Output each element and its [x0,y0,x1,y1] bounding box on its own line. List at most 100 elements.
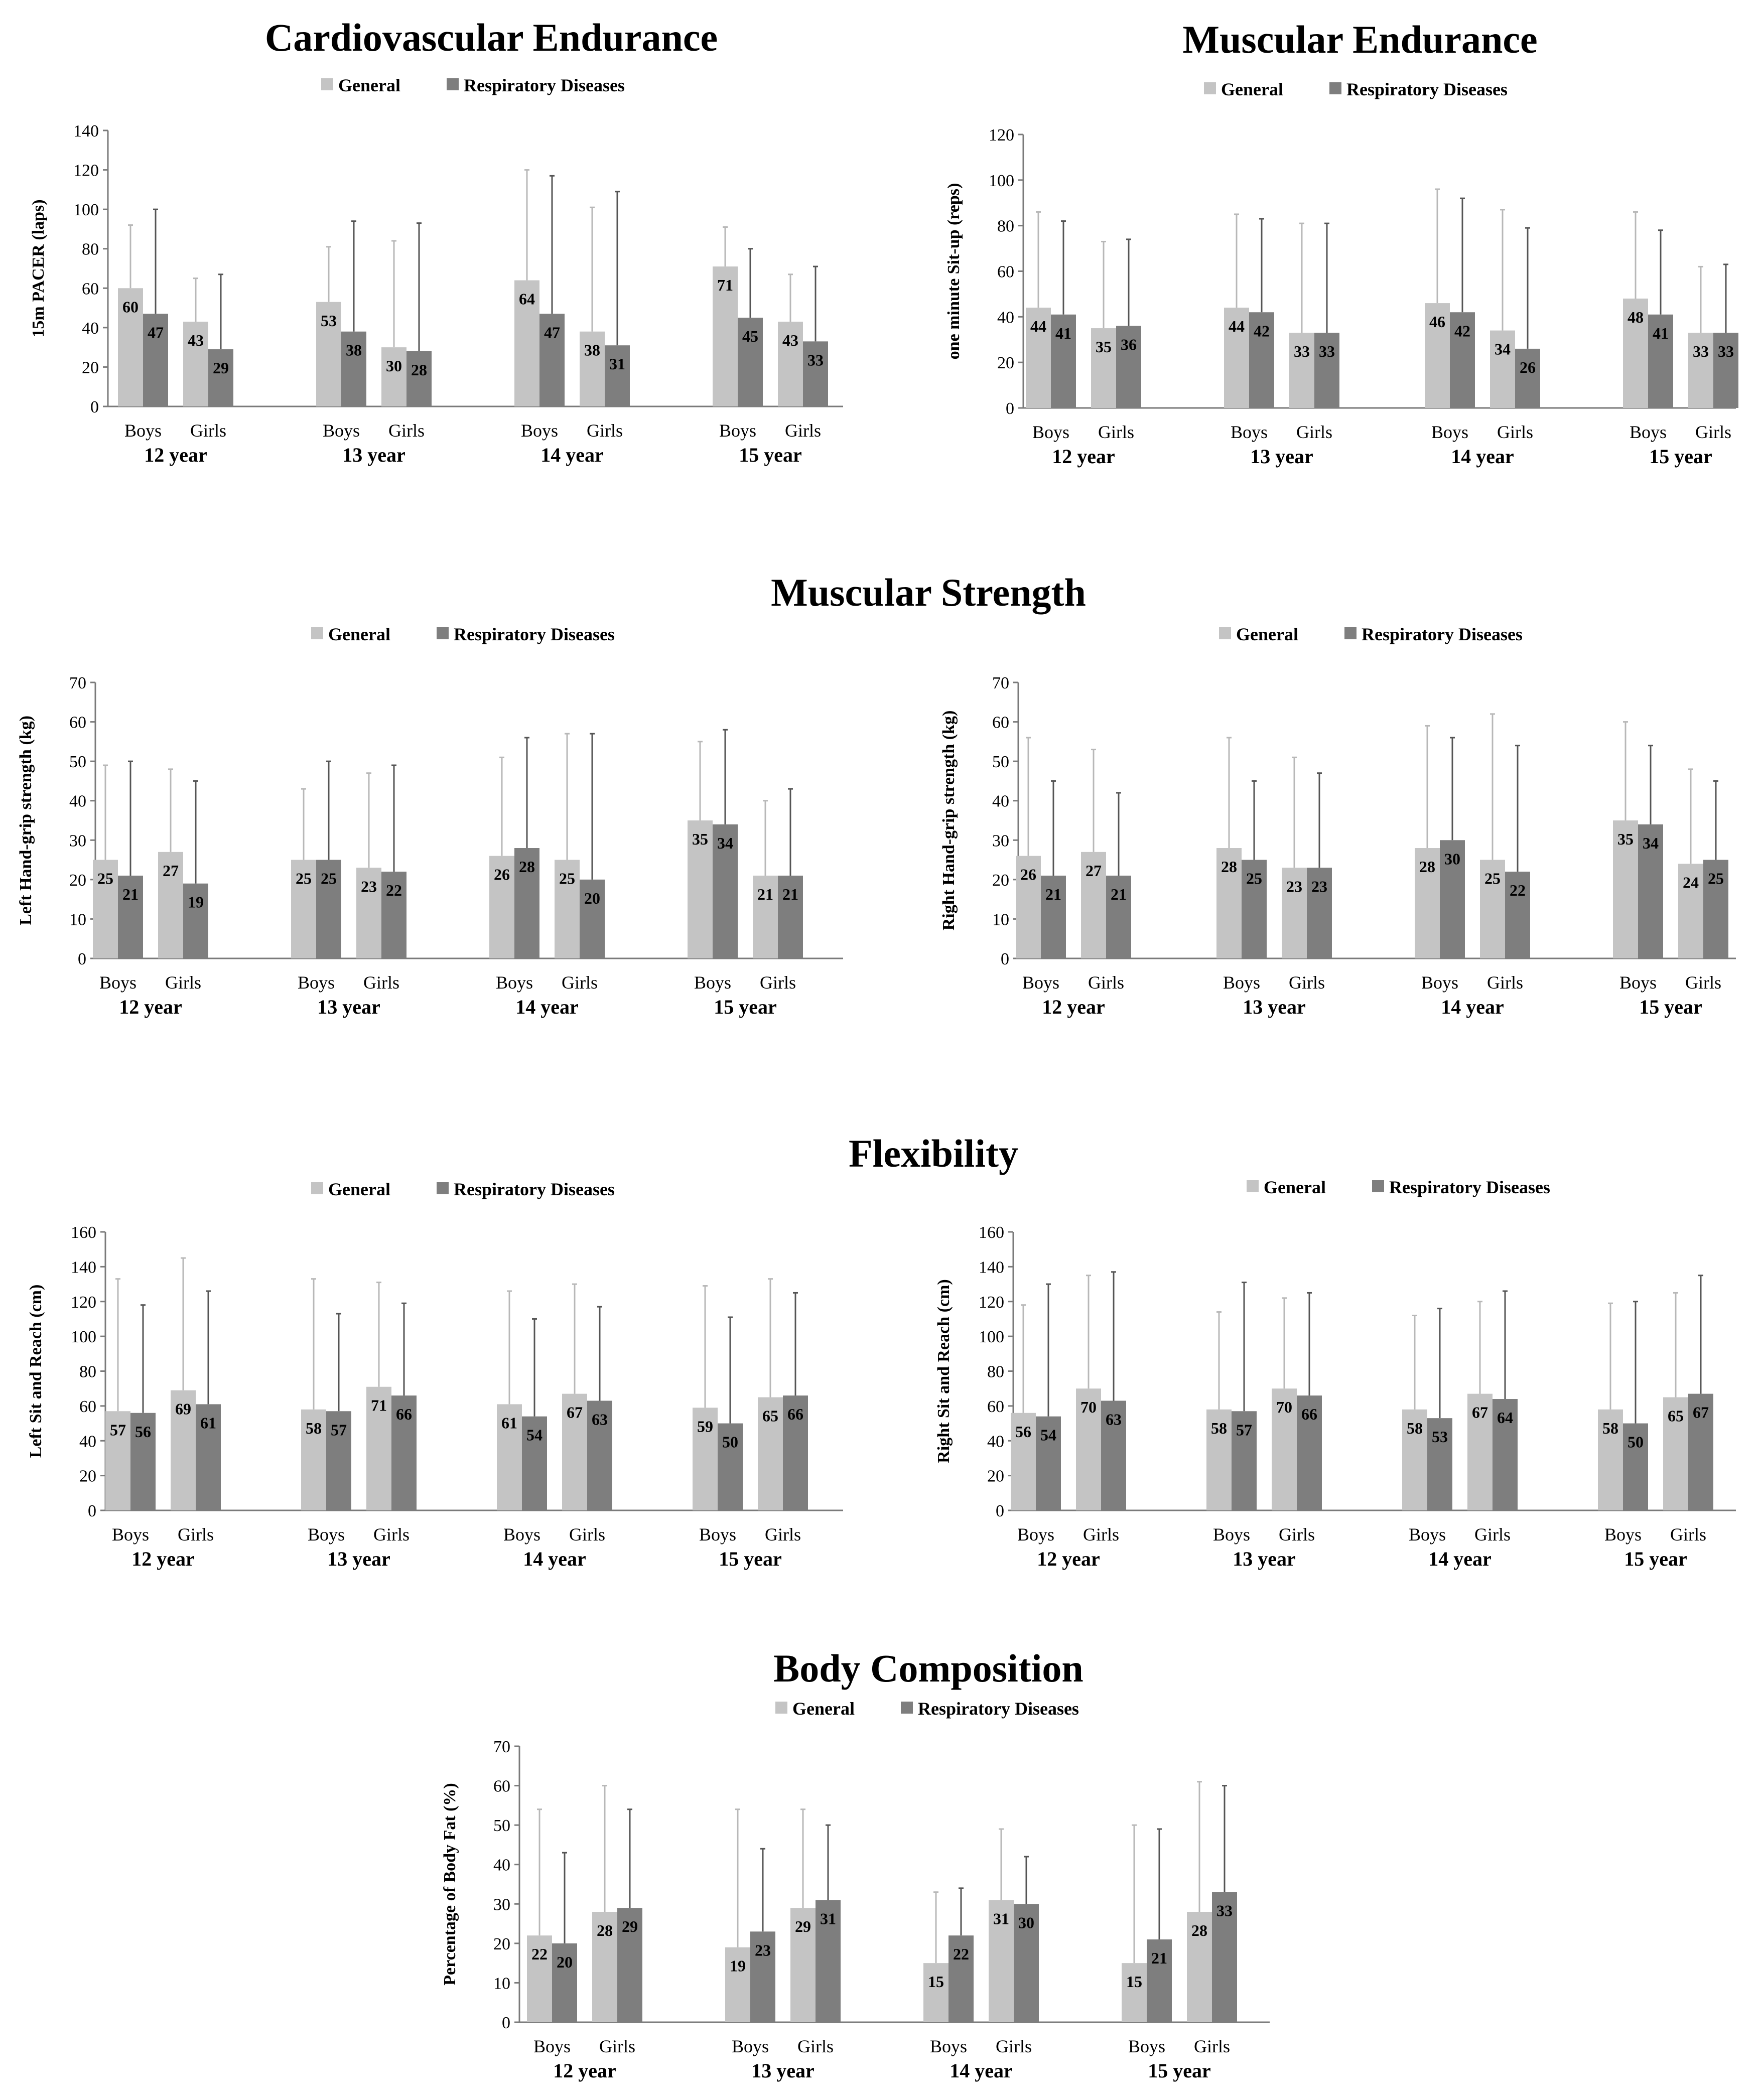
bar-respiratory [1041,876,1066,958]
data-label-respiratory: 23 [1311,877,1327,895]
data-label-respiratory: 25 [1708,870,1724,888]
y-tick-label: 0 [996,1502,1004,1520]
data-label-general: 25 [1484,870,1501,888]
x-tick-label-girls: Girls [760,972,796,993]
bar-respiratory [1036,1416,1061,1510]
x-tick-label-boys: Boys [1630,422,1667,442]
x-tick-label-girls: Girls [1296,422,1332,442]
x-tick-label-girls: Girls [1083,1524,1119,1545]
legend-swatch-respiratory [1344,627,1357,639]
group-label: 14 year [1451,445,1514,468]
bar-general [1289,333,1314,408]
legend-label-general: General [1236,624,1298,644]
bar-general [1081,852,1106,958]
bar-respiratory [1314,333,1339,408]
x-tick-label-girls: Girls [388,421,425,441]
x-tick-label-boys: Boys [1431,422,1468,442]
y-tick-label: 30 [493,1895,510,1914]
y-tick-label: 50 [69,753,86,771]
data-label-general: 56 [1015,1423,1031,1441]
data-label-respiratory: 42 [1454,322,1470,340]
bar-general [753,876,778,958]
data-label-respiratory: 21 [1045,885,1061,903]
bar-respiratory [1116,326,1141,408]
bar-general [527,1935,552,2022]
data-label-general: 23 [1286,877,1302,895]
legend-label-respiratory: Respiratory Diseases [454,624,615,644]
data-label-respiratory: 33 [807,351,824,369]
bar-respiratory [143,314,168,406]
bar-general [381,347,407,406]
bar-respiratory [208,349,233,406]
bar-general [1598,1409,1623,1510]
y-axis-label: Right Hand-grip strength (kg) [939,711,958,931]
bar-respiratory [1212,1892,1237,2022]
data-label-respiratory: 28 [411,361,427,379]
x-tick-label-boys: Boys [1604,1524,1642,1545]
bar-general [778,322,803,406]
bar-respiratory [580,879,605,958]
y-tick-label: 40 [82,319,99,338]
bar-general [592,1912,617,2022]
legend-swatch-respiratory [447,78,459,90]
x-tick-label-boys: Boys [496,972,533,993]
data-label-general: 35 [692,830,708,848]
data-label-general: 26 [1020,866,1036,884]
y-tick-label: 80 [79,1363,96,1381]
x-tick-label-girls: Girls [1685,972,1721,993]
data-label-general: 28 [597,1921,613,1939]
y-axis-label: 15m PACER (laps) [29,199,48,337]
bar-general [291,860,316,958]
data-label-respiratory: 20 [584,889,600,907]
x-tick-label-girls: Girls [1289,972,1325,993]
legend-swatch-general [321,78,333,90]
bar-general [118,288,143,406]
data-label-general: 34 [1495,340,1511,358]
y-tick-label: 0 [78,950,86,968]
x-tick-label-girls: Girls [190,421,226,441]
data-label-respiratory: 30 [1018,1913,1034,1931]
y-axis-label: Left Sit and Reach (cm) [27,1285,45,1458]
bar-respiratory [617,1908,642,2022]
y-tick-label: 80 [82,240,99,259]
bar-respiratory [1106,876,1131,958]
data-label-respiratory: 67 [1693,1404,1709,1422]
y-tick-label: 160 [979,1223,1004,1242]
data-label-general: 71 [371,1396,387,1415]
x-tick-label-girls: Girls [1098,422,1134,442]
y-axis-label: Left Hand-grip strength (kg) [17,716,35,925]
y-tick-label: 120 [979,1293,1004,1312]
data-label-respiratory: 25 [321,870,337,888]
y-tick-label: 20 [69,871,86,890]
data-label-general: 27 [1086,862,1102,880]
x-tick-label-boys: Boys [503,1524,540,1545]
y-tick-label: 60 [997,263,1014,282]
data-label-general: 48 [1628,308,1644,326]
x-tick-label-boys: Boys [323,421,360,441]
title-muscular-strength: Muscular Strength [771,571,1086,614]
bar-general [1663,1397,1688,1510]
x-tick-label-girls: Girls [1695,422,1731,442]
x-tick-label-boys: Boys [1213,1524,1250,1545]
title-flexibility: Flexibility [849,1132,1018,1175]
bar-respiratory [783,1395,808,1510]
bar-respiratory [1101,1401,1126,1510]
y-tick-label: 20 [992,871,1009,890]
data-label-respiratory: 31 [609,355,625,373]
x-tick-label-boys: Boys [1223,972,1260,993]
data-label-respiratory: 26 [1520,358,1536,376]
x-tick-label-girls: Girls [996,2036,1032,2056]
legend-swatch-general [311,1182,323,1194]
bar-respiratory [1427,1418,1452,1510]
data-label-respiratory: 41 [1055,324,1071,342]
y-tick-label: 0 [1006,399,1014,418]
data-label-respiratory: 22 [953,1945,969,1963]
data-label-general: 25 [97,870,113,888]
title-muscular-endurance: Muscular Endurance [1182,18,1538,61]
data-label-respiratory: 23 [755,1941,771,1959]
data-label-general: 44 [1030,317,1046,335]
bar-respiratory [1249,312,1274,408]
x-tick-label-boys: Boys [124,421,162,441]
bar-general [1480,860,1505,958]
bar-respiratory [1638,824,1663,958]
